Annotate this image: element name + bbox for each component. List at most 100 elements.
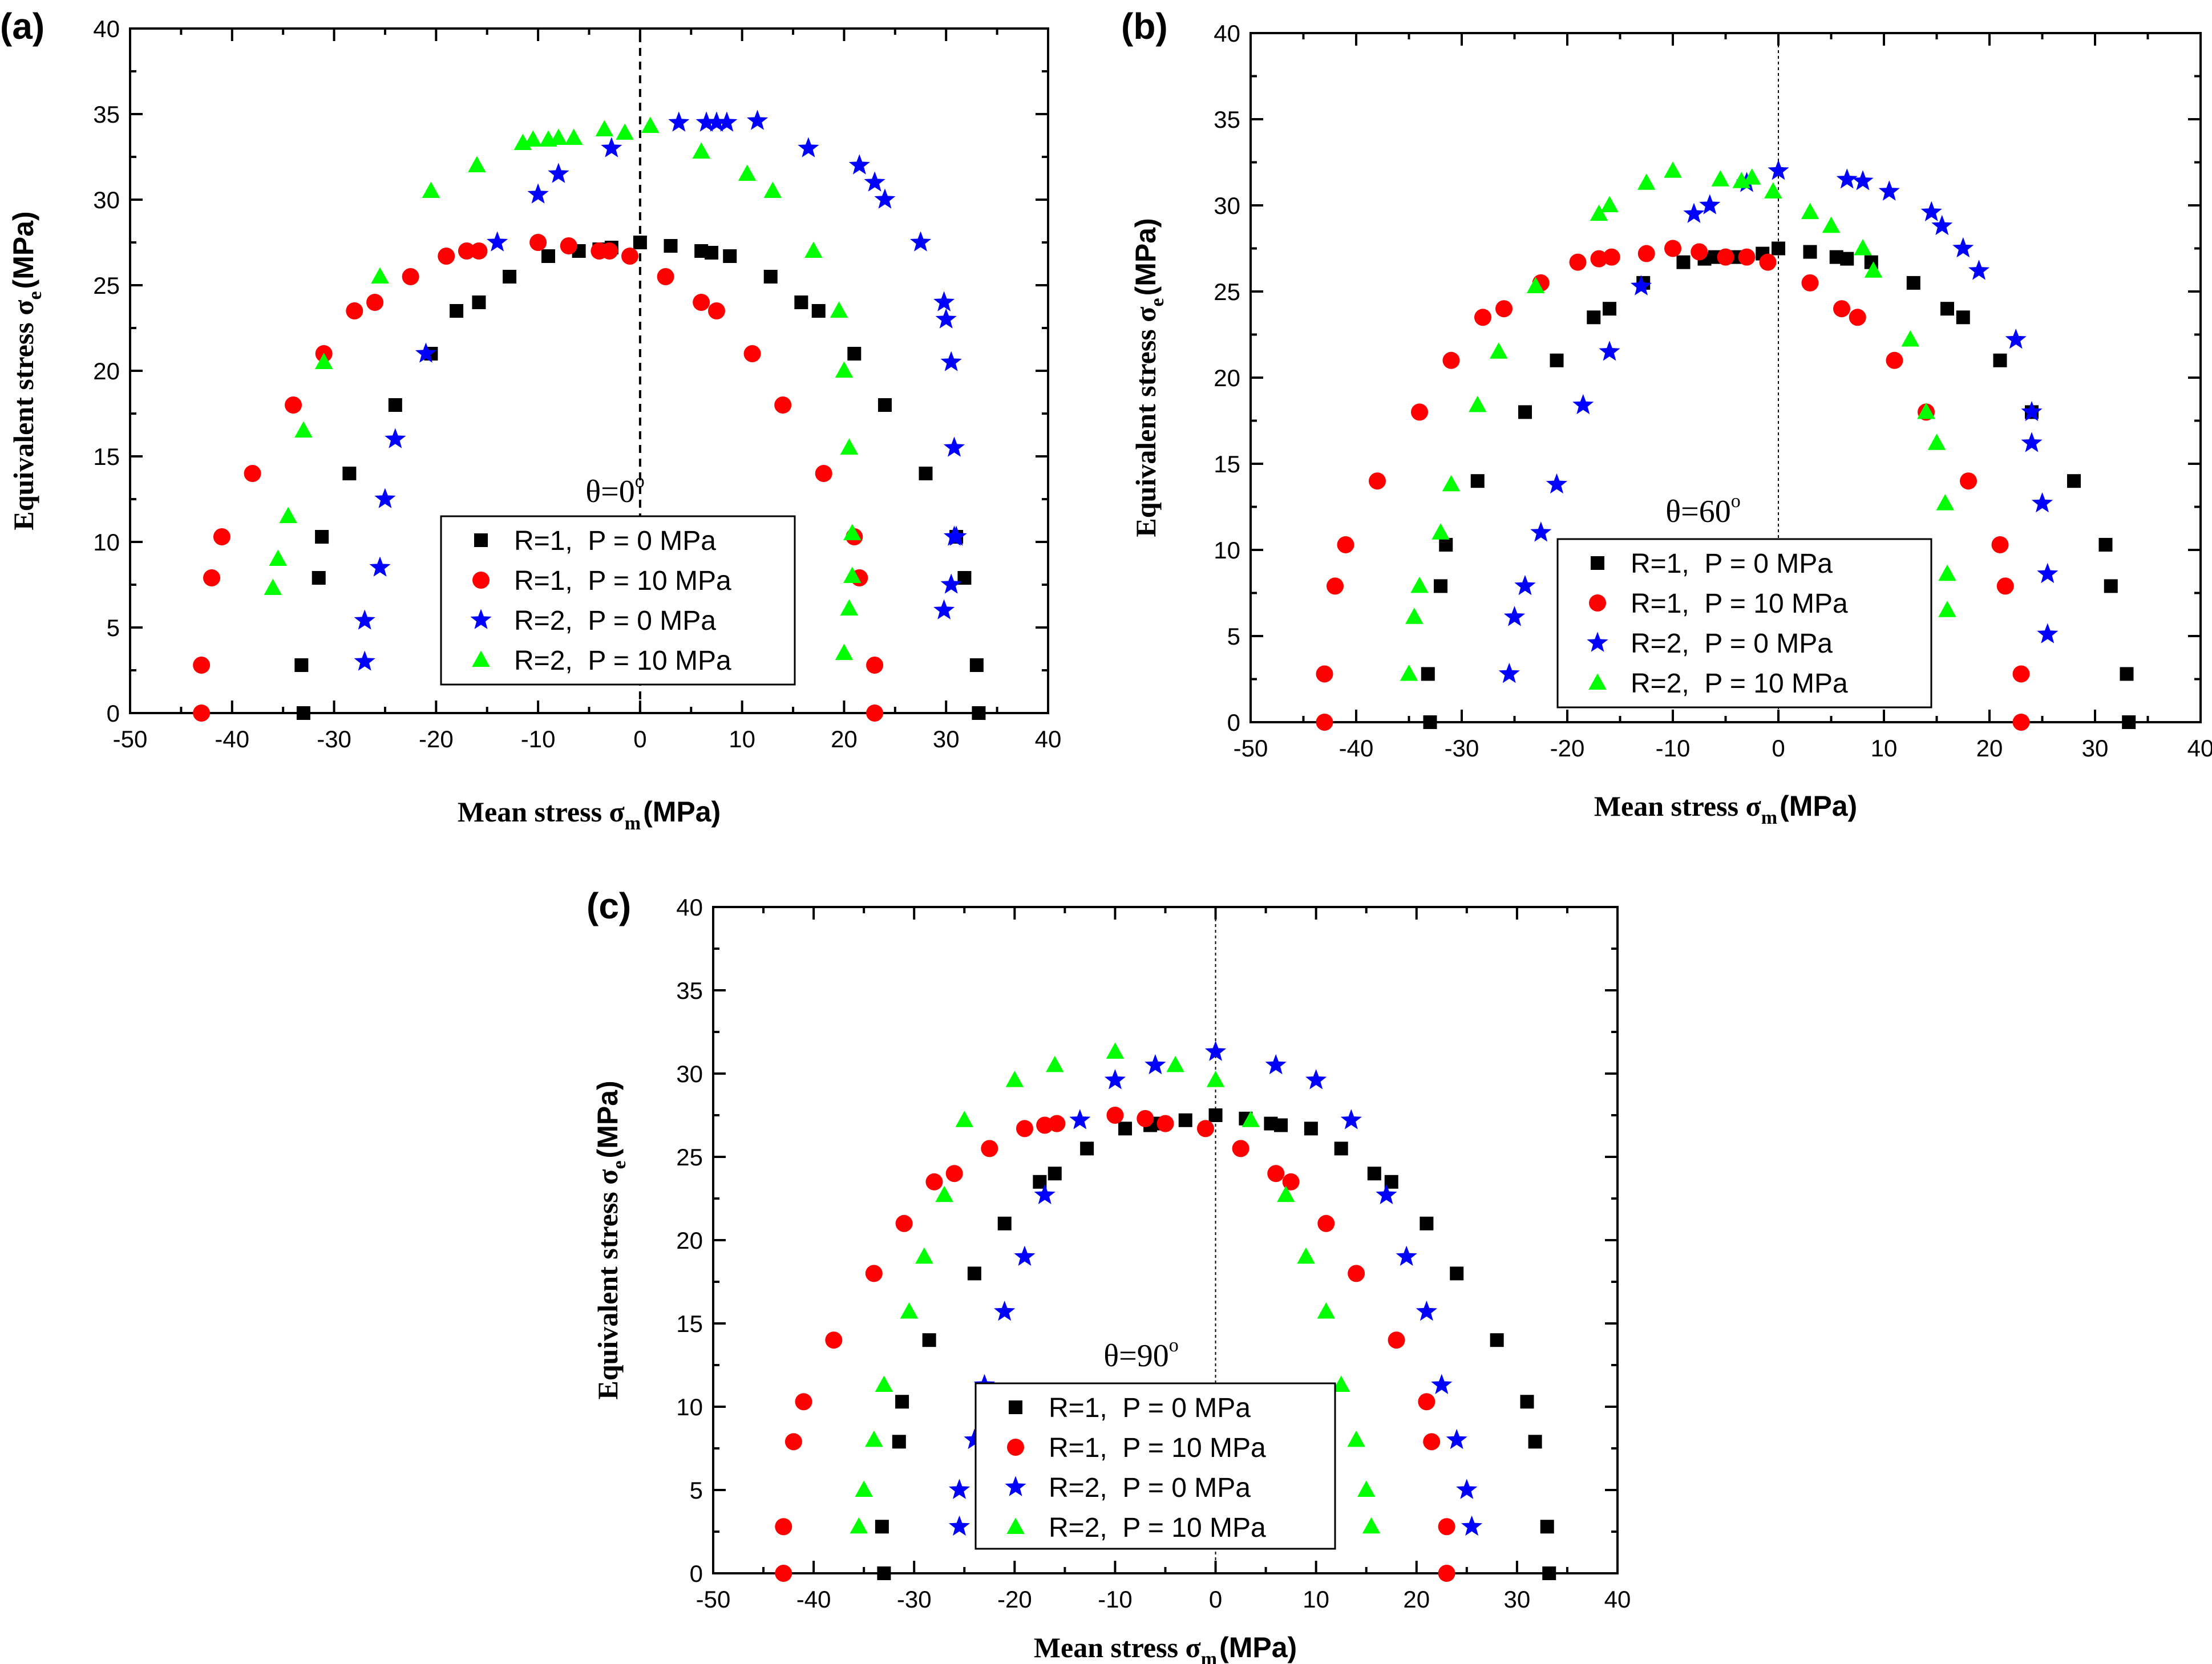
data-point	[1369, 472, 1386, 490]
data-point	[524, 130, 542, 147]
data-point	[1418, 1393, 1435, 1411]
data-point	[549, 128, 568, 145]
data-point	[1337, 536, 1354, 553]
data-point	[1528, 1435, 1542, 1449]
x-axis-label-unit: (MPa)	[1219, 1631, 1297, 1663]
legend-entry: R=1, P = 0 MPa	[1049, 1393, 1251, 1423]
data-point	[1630, 275, 1652, 295]
data-point	[706, 111, 727, 132]
data-point	[2067, 474, 2081, 488]
data-point	[948, 1479, 970, 1499]
data-point	[847, 347, 862, 361]
data-point	[1450, 1266, 1464, 1281]
legend-marker-triangle	[1006, 1517, 1025, 1534]
data-point	[843, 524, 862, 540]
data-point	[933, 291, 955, 311]
data-point	[1420, 1216, 1434, 1230]
series-circle	[193, 234, 884, 722]
data-point	[1569, 253, 1587, 271]
data-point	[919, 467, 933, 480]
data-point	[1996, 577, 2014, 595]
y-tick-label: 5	[1227, 623, 1240, 650]
data-point	[1864, 261, 1883, 278]
data-point	[1438, 1518, 1455, 1536]
data-point	[705, 246, 719, 260]
data-point	[1764, 182, 1782, 199]
data-point	[940, 351, 962, 371]
data-point	[1431, 523, 1450, 540]
legend-marker-square	[1009, 1400, 1022, 1414]
data-point	[945, 1165, 963, 1183]
data-point	[2037, 562, 2059, 584]
data-point	[1396, 1245, 1417, 1266]
y-tick-label: 40	[93, 15, 120, 42]
data-point	[895, 1395, 909, 1409]
data-point	[1590, 250, 1608, 268]
data-point	[1490, 1333, 1504, 1347]
data-point	[193, 705, 211, 722]
data-point	[693, 294, 710, 311]
data-point	[967, 1266, 981, 1281]
data-point	[244, 465, 261, 482]
data-point	[915, 1247, 933, 1264]
x-tick-label: 10	[1303, 1586, 1329, 1613]
data-point	[203, 569, 221, 586]
data-point	[784, 1433, 802, 1451]
data-point	[933, 599, 955, 620]
data-point	[1421, 667, 1435, 681]
data-point	[2021, 400, 2043, 422]
data-point	[1048, 1115, 1066, 1132]
data-point	[503, 270, 517, 284]
panel-c: (c) -50 -40 -30 -20 -10 0 10 20 30 40 0 5 10 15 20 25 30…	[587, 885, 1631, 1664]
data-point	[402, 268, 419, 285]
data-point	[1833, 300, 1850, 318]
data-point	[1768, 160, 1789, 180]
data-point	[1340, 1109, 1362, 1129]
series-triangle	[264, 116, 862, 660]
x-tick-label: 30	[1504, 1586, 1531, 1613]
y-tick-label: 30	[93, 187, 120, 213]
data-point	[815, 465, 832, 482]
data-point	[707, 302, 725, 319]
x-tick-label: 40	[1035, 726, 1062, 752]
data-point	[909, 231, 932, 252]
data-point	[2104, 579, 2118, 593]
data-point	[1347, 1430, 1365, 1447]
data-point	[1423, 715, 1437, 729]
data-point	[798, 137, 819, 157]
data-point	[487, 231, 508, 252]
x-axis-label-subscript: m	[1761, 807, 1777, 828]
y-tick-label: 35	[93, 101, 120, 128]
data-point	[422, 181, 440, 198]
x-tick-label: 0	[1772, 735, 1785, 762]
data-point	[601, 137, 622, 157]
data-point	[795, 1393, 812, 1411]
x-tick-label: -10	[521, 726, 556, 752]
data-point	[943, 436, 965, 457]
data-point	[1927, 434, 1946, 450]
x-tick-label: 10	[729, 726, 755, 752]
y-axis-label-text: Equivalent stress σ	[7, 300, 39, 531]
data-point	[1743, 168, 1761, 185]
legend-entry: R=1, P = 0 MPa	[1631, 549, 1833, 579]
data-point	[804, 241, 823, 258]
y-tick-label: 15	[1214, 451, 1240, 477]
data-point	[315, 530, 329, 544]
data-point	[468, 156, 486, 172]
data-point	[548, 163, 569, 183]
data-point	[1438, 1565, 1455, 1582]
data-point	[529, 234, 547, 251]
y-tick-label: 25	[1214, 278, 1240, 305]
x-tick-label: -20	[419, 726, 454, 752]
data-point	[279, 507, 297, 523]
legend-entry: R=2, P = 10 MPa	[1049, 1513, 1266, 1543]
x-axis-label-unit: (MPa)	[1780, 790, 1857, 822]
data-point	[1526, 277, 1545, 293]
data-point	[900, 1302, 919, 1319]
series-triangle	[1400, 161, 1956, 681]
x-axis-label-unit: (MPa)	[643, 796, 721, 828]
data-point	[458, 242, 475, 260]
data-point	[855, 1480, 873, 1497]
data-point	[1080, 1141, 1094, 1156]
data-point	[866, 657, 884, 674]
